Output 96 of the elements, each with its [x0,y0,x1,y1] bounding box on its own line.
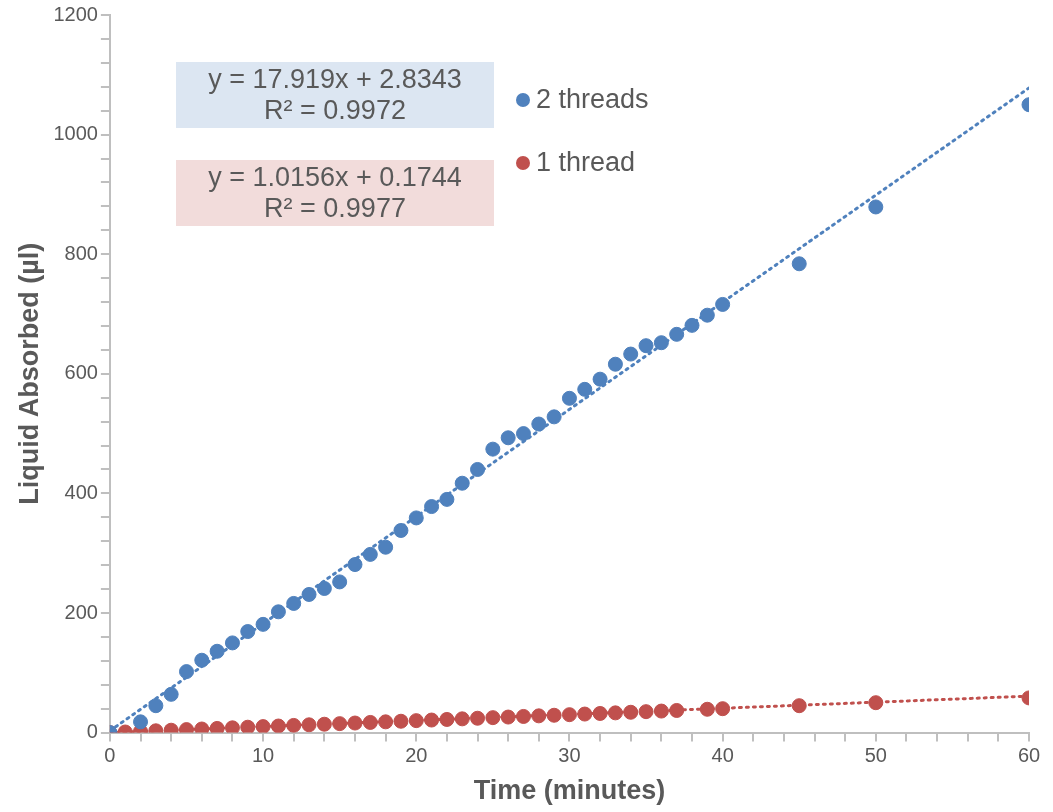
point [439,491,455,507]
point [500,709,516,725]
point [240,719,256,733]
point [255,719,271,733]
point [209,720,225,733]
point [408,713,424,729]
y-tick-label: 1200 [53,2,98,25]
point [178,664,194,680]
point [607,356,623,372]
point [393,522,409,538]
y-tick-label: 200 [64,600,98,623]
y-tick-label: 1000 [53,122,98,145]
x-tick-label: 20 [405,744,428,767]
point [531,708,547,724]
point [715,296,731,312]
point [301,586,317,602]
point [224,635,240,651]
y-tick-label: 800 [64,241,98,264]
x-tick-label: 60 [1017,744,1041,767]
x-axis-title: Time (minutes) [473,775,666,806]
point [623,346,639,362]
point [163,686,179,702]
point [332,574,348,590]
point [439,711,455,727]
y-tick-label: 0 [86,720,98,743]
point [868,695,884,711]
point [255,616,271,632]
point [592,705,608,721]
point [378,714,394,730]
x-tick-label: 0 [104,744,116,767]
point [332,716,348,732]
point [577,706,593,722]
point [270,604,286,620]
point [408,510,424,526]
point [194,652,210,668]
point [515,708,531,724]
point [362,714,378,730]
point [301,717,317,733]
point [561,707,577,723]
point [638,338,654,354]
annotation: y = 1.0156x + 0.1744 R² = 0.9977 [176,160,494,227]
x-tick-label: 50 [864,744,887,767]
point [209,643,225,659]
point [378,539,394,555]
point [653,703,669,719]
point [393,713,409,729]
point [485,441,501,457]
x-tick-label: 10 [251,744,275,767]
point [653,335,669,351]
point [240,624,256,640]
point [791,256,807,272]
point [561,390,577,406]
point [791,698,807,714]
point [623,704,639,720]
point [286,717,302,733]
point [224,720,240,733]
point [715,701,731,717]
point [592,371,608,387]
point [454,711,470,727]
point [470,461,486,477]
point [316,580,332,596]
point [270,718,286,733]
point [531,416,547,432]
point [669,702,685,718]
point [669,326,685,342]
point [515,426,531,442]
point [286,595,302,611]
legend-label: 2 threads [535,84,649,115]
x-tick-label: 30 [558,744,581,767]
point [699,701,715,717]
point [684,317,700,333]
point [424,712,440,728]
point [148,698,164,714]
point [133,714,149,730]
point [546,707,562,723]
point [347,557,363,573]
legend-label: 1 thread [535,147,637,178]
point [424,499,440,515]
x-tick-label: 40 [711,744,734,767]
y-tick-label: 600 [64,361,98,384]
annotation: y = 17.919x + 2.8343 R² = 0.9972 [176,62,494,129]
point [316,716,332,732]
point [470,710,486,726]
point [500,430,516,446]
point [699,307,715,323]
point [485,710,501,726]
point [347,715,363,731]
point [607,705,623,721]
point [454,475,470,491]
y-axis-title: Liquid Absorbed (µl) [13,242,44,505]
y-tick-label: 400 [64,480,98,503]
point [638,704,654,720]
point [577,381,593,397]
point [362,546,378,562]
point [868,199,884,215]
point [546,409,562,425]
